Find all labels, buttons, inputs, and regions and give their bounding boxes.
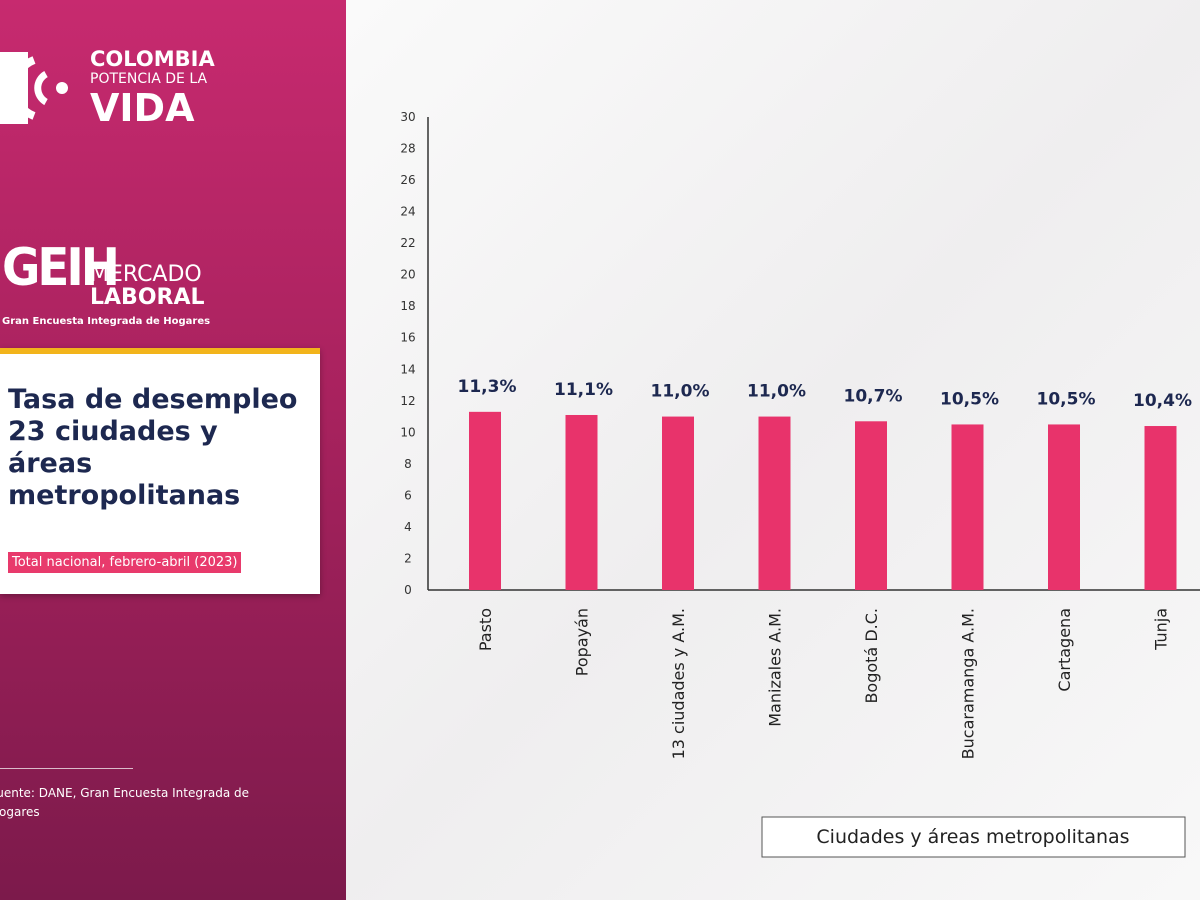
- value-label: 10,5%: [1037, 389, 1096, 409]
- y-tick-label: 28: [400, 142, 415, 156]
- y-tick-label: 30: [400, 110, 415, 124]
- bar: [565, 414, 598, 590]
- x-axis-label: Ciudades y áreas metropolitanas: [816, 826, 1129, 848]
- y-tick-label: 20: [400, 268, 415, 282]
- source: Fuente: DANE, Gran Encuesta Integrada de…: [0, 786, 250, 819]
- bar: [951, 424, 984, 590]
- bar: [1144, 426, 1177, 590]
- y-tick-label: 10: [400, 425, 415, 439]
- y-tick-label: 14: [400, 362, 415, 376]
- y-tick-label: 0: [404, 583, 412, 597]
- bar: [855, 421, 887, 590]
- bar: [662, 416, 694, 590]
- bar: [469, 411, 501, 590]
- x-tick-label: Popayán: [573, 608, 592, 676]
- geih-text: MERCADO: [90, 262, 202, 287]
- bar: [1048, 424, 1080, 590]
- divider: [0, 768, 133, 769]
- y-tick-label: 24: [400, 205, 415, 219]
- value-label: 10,4%: [1133, 391, 1192, 411]
- y-tick-label: 22: [400, 236, 415, 250]
- y-tick-label: 12: [400, 394, 415, 408]
- y-tick-label: 8: [404, 457, 412, 471]
- value-label: 11,0%: [651, 382, 710, 402]
- geih-subtitle: Gran Encuesta Integrada de Hogares: [2, 316, 211, 327]
- y-tick-label: 4: [404, 520, 412, 534]
- value-label: 11,0%: [747, 382, 806, 402]
- geih-text: LABORAL: [90, 285, 205, 310]
- x-tick-label: Bogotá D.C.: [862, 608, 881, 704]
- x-tick-label: Cartagena: [1055, 608, 1074, 692]
- y-tick-label: 16: [400, 331, 415, 345]
- subtitle: Total nacional, febrero-abril (2023): [8, 552, 242, 573]
- x-tick-label: Tunja: [1152, 608, 1171, 651]
- value-label: 10,5%: [940, 389, 999, 409]
- logo-text: POTENCIA DE LA: [90, 71, 208, 87]
- value-label: 11,1%: [554, 380, 613, 400]
- value-label: 10,7%: [844, 386, 903, 406]
- x-tick-label: 13 ciudades y A.M.: [669, 608, 688, 759]
- geih-logo: GEIH: [2, 238, 120, 298]
- brand-panel: COLOMBIA POTENCIA DE LA VIDA GEIH MERCAD…: [0, 0, 346, 900]
- bar: [758, 416, 791, 590]
- x-label-box: [761, 816, 1186, 858]
- logo-text: VIDA: [90, 86, 195, 130]
- y-tick-label: 6: [404, 488, 412, 502]
- y-tick-label: 2: [404, 551, 412, 565]
- x-tick-label: Bucaramanga A.M.: [959, 608, 978, 759]
- value-label: 11,3%: [458, 377, 517, 397]
- y-tick-label: 18: [400, 299, 415, 313]
- logo-icon: [0, 52, 68, 124]
- title: Tasa de desempleo 23 ciudades y áreas me…: [8, 384, 298, 511]
- x-tick-label: Manizales A.M.: [766, 608, 785, 727]
- title-card: Tasa de desempleo 23 ciudades y áreas me…: [0, 348, 320, 594]
- y-tick-label: 26: [400, 173, 415, 187]
- logo-text: COLOMBIA: [90, 47, 215, 71]
- x-tick-label: Pasto: [476, 608, 495, 651]
